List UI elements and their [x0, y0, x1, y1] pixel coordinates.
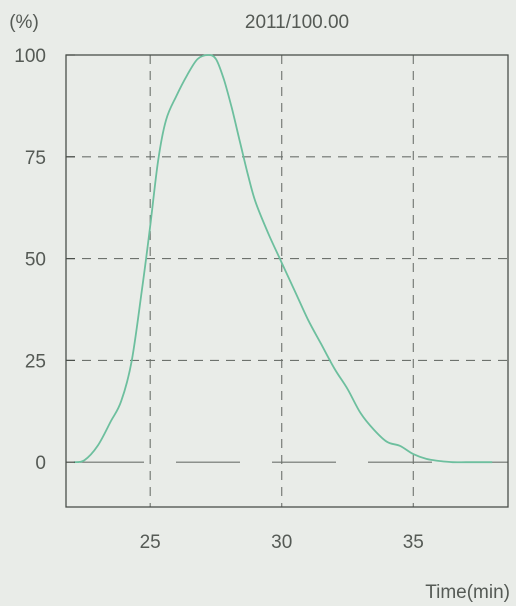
y-tick-label: 50 — [25, 250, 46, 271]
series-layer — [73, 54, 493, 464]
x-tick-label: 30 — [271, 532, 292, 553]
y-tick-label: 75 — [25, 148, 46, 169]
chart-title: 2011/100.00 — [245, 12, 349, 33]
series-line — [73, 54, 493, 464]
y-tick-label: 100 — [14, 46, 46, 67]
x-tick-label: 35 — [403, 532, 424, 553]
y-axis-label: (%) — [9, 12, 39, 33]
x-axis-label: Time(min) — [425, 582, 510, 603]
y-tick-label: 25 — [25, 351, 46, 372]
plot-frame — [65, 54, 509, 508]
y-tick-label: 0 — [35, 453, 46, 474]
grid-layer — [66, 55, 508, 507]
x-tick-label: 25 — [140, 532, 161, 553]
tick-label-layer: 0 25 50 75 100 25 30 35 — [14, 46, 424, 553]
